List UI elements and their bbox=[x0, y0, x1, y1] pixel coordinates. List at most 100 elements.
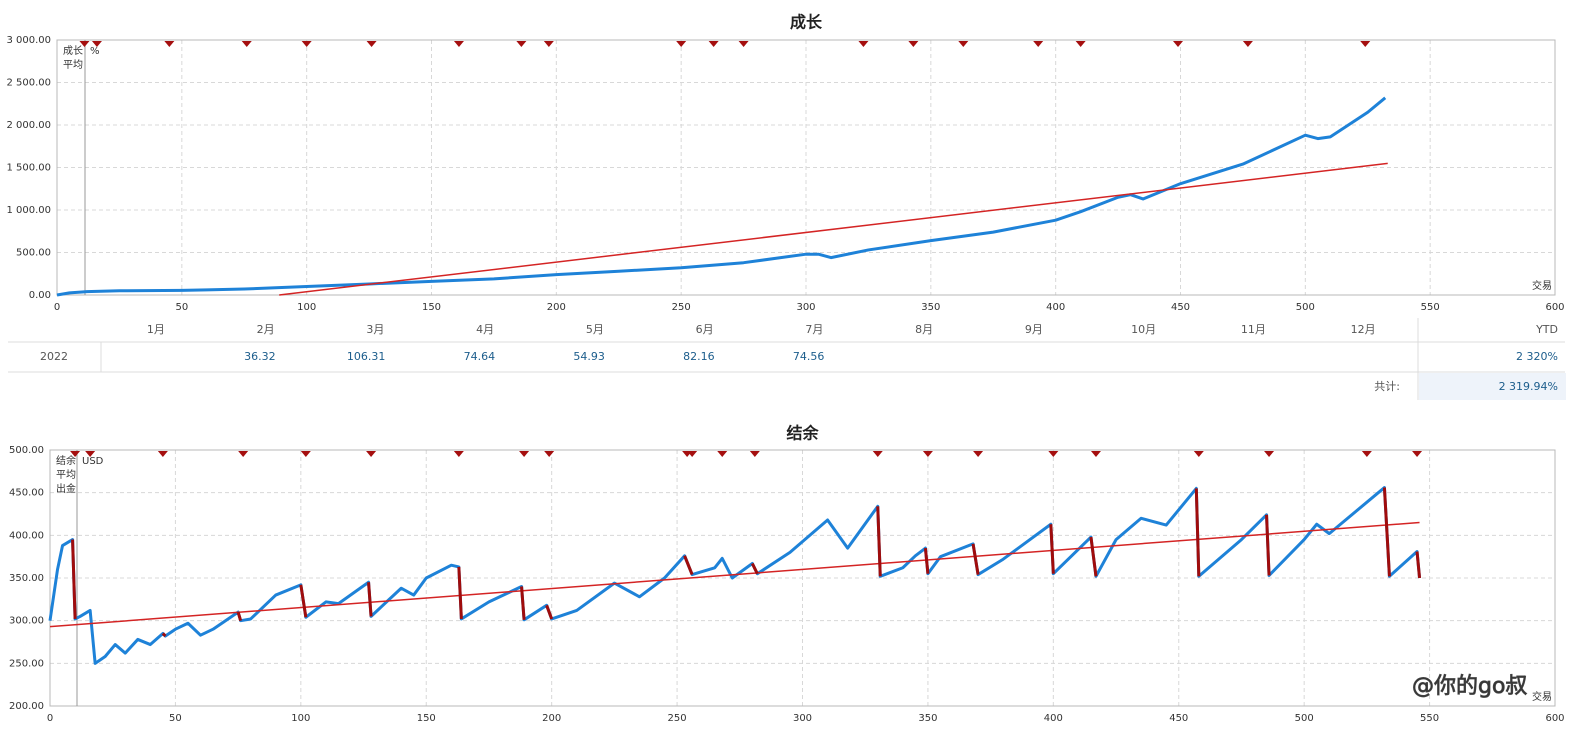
event-marker bbox=[738, 41, 749, 47]
series-line bbox=[49, 521, 1420, 628]
event-marker bbox=[1090, 451, 1101, 457]
x-tick-label: 350 bbox=[918, 713, 937, 724]
plot-frame bbox=[56, 39, 1556, 296]
event-marker bbox=[1075, 41, 1086, 47]
table-header: 6月 bbox=[696, 323, 714, 336]
event-marker bbox=[1048, 451, 1059, 457]
x-tick-label: 600 bbox=[1545, 713, 1564, 724]
y-tick-label: 300.00 bbox=[9, 616, 44, 627]
series-line bbox=[56, 96, 1387, 297]
event-marker bbox=[708, 41, 719, 47]
series-line bbox=[279, 162, 1388, 296]
event-marker bbox=[1360, 41, 1371, 47]
chart-title: 成长 bbox=[790, 13, 823, 32]
event-marker bbox=[238, 451, 249, 457]
y-tick-label: 1 500.00 bbox=[6, 163, 51, 174]
x-tick-label: 250 bbox=[672, 302, 691, 313]
series-line bbox=[1265, 514, 1271, 576]
event-marker bbox=[922, 451, 933, 457]
event-marker bbox=[676, 41, 687, 47]
series-line bbox=[923, 547, 930, 574]
series-line bbox=[750, 562, 759, 575]
table-header: 5月 bbox=[586, 323, 604, 336]
x-tick-label: 50 bbox=[169, 713, 182, 724]
series-line bbox=[1049, 524, 1055, 574]
table-header: 11月 bbox=[1241, 323, 1266, 336]
legend-label: 结余 bbox=[56, 454, 76, 467]
table-header: 8月 bbox=[915, 323, 933, 336]
table-header: 12月 bbox=[1351, 323, 1376, 336]
y-tick-label: 350.00 bbox=[9, 573, 44, 584]
table-header: 1月 bbox=[147, 323, 165, 336]
event-marker bbox=[543, 41, 554, 47]
series-line bbox=[520, 586, 526, 620]
event-marker bbox=[300, 451, 311, 457]
x-tick-label: 550 bbox=[1421, 302, 1440, 313]
table-cell: 82.16 bbox=[683, 350, 715, 363]
series-line bbox=[367, 582, 373, 617]
event-marker bbox=[958, 41, 969, 47]
x-tick-label: 300 bbox=[793, 713, 812, 724]
plot-frame bbox=[49, 449, 1556, 707]
series-line bbox=[1415, 551, 1422, 579]
x-tick-label: 350 bbox=[921, 302, 940, 313]
event-marker bbox=[85, 451, 96, 457]
table-header: 4月 bbox=[476, 323, 494, 336]
event-marker bbox=[91, 41, 102, 47]
event-marker bbox=[1412, 451, 1423, 457]
table-cell: 36.32 bbox=[244, 350, 276, 363]
event-marker bbox=[241, 41, 252, 47]
y-tick-label: 1 000.00 bbox=[6, 205, 51, 216]
table-header: 9月 bbox=[1025, 323, 1043, 336]
x-tick-label: 550 bbox=[1420, 713, 1439, 724]
y-tick-label: 250.00 bbox=[9, 658, 44, 669]
row-label: 2022 bbox=[40, 350, 68, 363]
y-tick-label: 400.00 bbox=[9, 530, 44, 541]
y-tick-label: 2 000.00 bbox=[6, 120, 51, 131]
x-tick-label: 100 bbox=[297, 302, 316, 313]
series-line bbox=[236, 611, 243, 622]
event-marker bbox=[516, 41, 527, 47]
event-marker bbox=[1242, 41, 1253, 47]
x-tick-label: 0 bbox=[47, 713, 53, 724]
y-tick-label: 500.00 bbox=[9, 445, 44, 456]
table-cell: 74.64 bbox=[464, 350, 496, 363]
event-marker bbox=[872, 451, 883, 457]
table-cell: 54.93 bbox=[573, 350, 605, 363]
series-line bbox=[457, 566, 463, 620]
series-line bbox=[71, 539, 77, 620]
table-cell: 106.31 bbox=[347, 350, 386, 363]
y-tick-label: 500.00 bbox=[16, 248, 51, 259]
table-header: 2月 bbox=[257, 323, 275, 336]
legend-label: 成长 bbox=[63, 45, 83, 57]
series-line bbox=[299, 584, 308, 618]
event-marker bbox=[1361, 451, 1372, 457]
event-marker bbox=[1193, 451, 1204, 457]
chart-title: 结余 bbox=[785, 424, 819, 443]
series-line bbox=[1089, 536, 1098, 577]
table-cell: 2 320% bbox=[1516, 350, 1558, 363]
y-tick-label: 200.00 bbox=[9, 701, 44, 712]
series-line bbox=[161, 632, 167, 638]
event-marker bbox=[717, 451, 728, 457]
event-marker bbox=[164, 41, 175, 47]
event-marker bbox=[70, 451, 81, 457]
x-tick-label: 450 bbox=[1171, 302, 1190, 313]
y-tick-label: 3 000.00 bbox=[6, 35, 51, 46]
x-tick-label: 400 bbox=[1044, 713, 1063, 724]
x-tick-label: 150 bbox=[422, 302, 441, 313]
event-marker bbox=[453, 451, 464, 457]
event-marker bbox=[79, 41, 90, 47]
x-tick-label: 500 bbox=[1296, 302, 1315, 313]
legend-label: 平均 bbox=[56, 469, 76, 481]
event-marker bbox=[973, 451, 984, 457]
x-axis-label: 交易 bbox=[1532, 279, 1552, 292]
table-cell: 74.56 bbox=[793, 350, 825, 363]
x-tick-label: 400 bbox=[1046, 302, 1065, 313]
event-marker bbox=[366, 451, 377, 457]
x-tick-label: 200 bbox=[542, 713, 561, 724]
series-line bbox=[1194, 488, 1201, 577]
x-tick-label: 600 bbox=[1545, 302, 1564, 313]
legend-label: 平均 bbox=[63, 59, 83, 71]
